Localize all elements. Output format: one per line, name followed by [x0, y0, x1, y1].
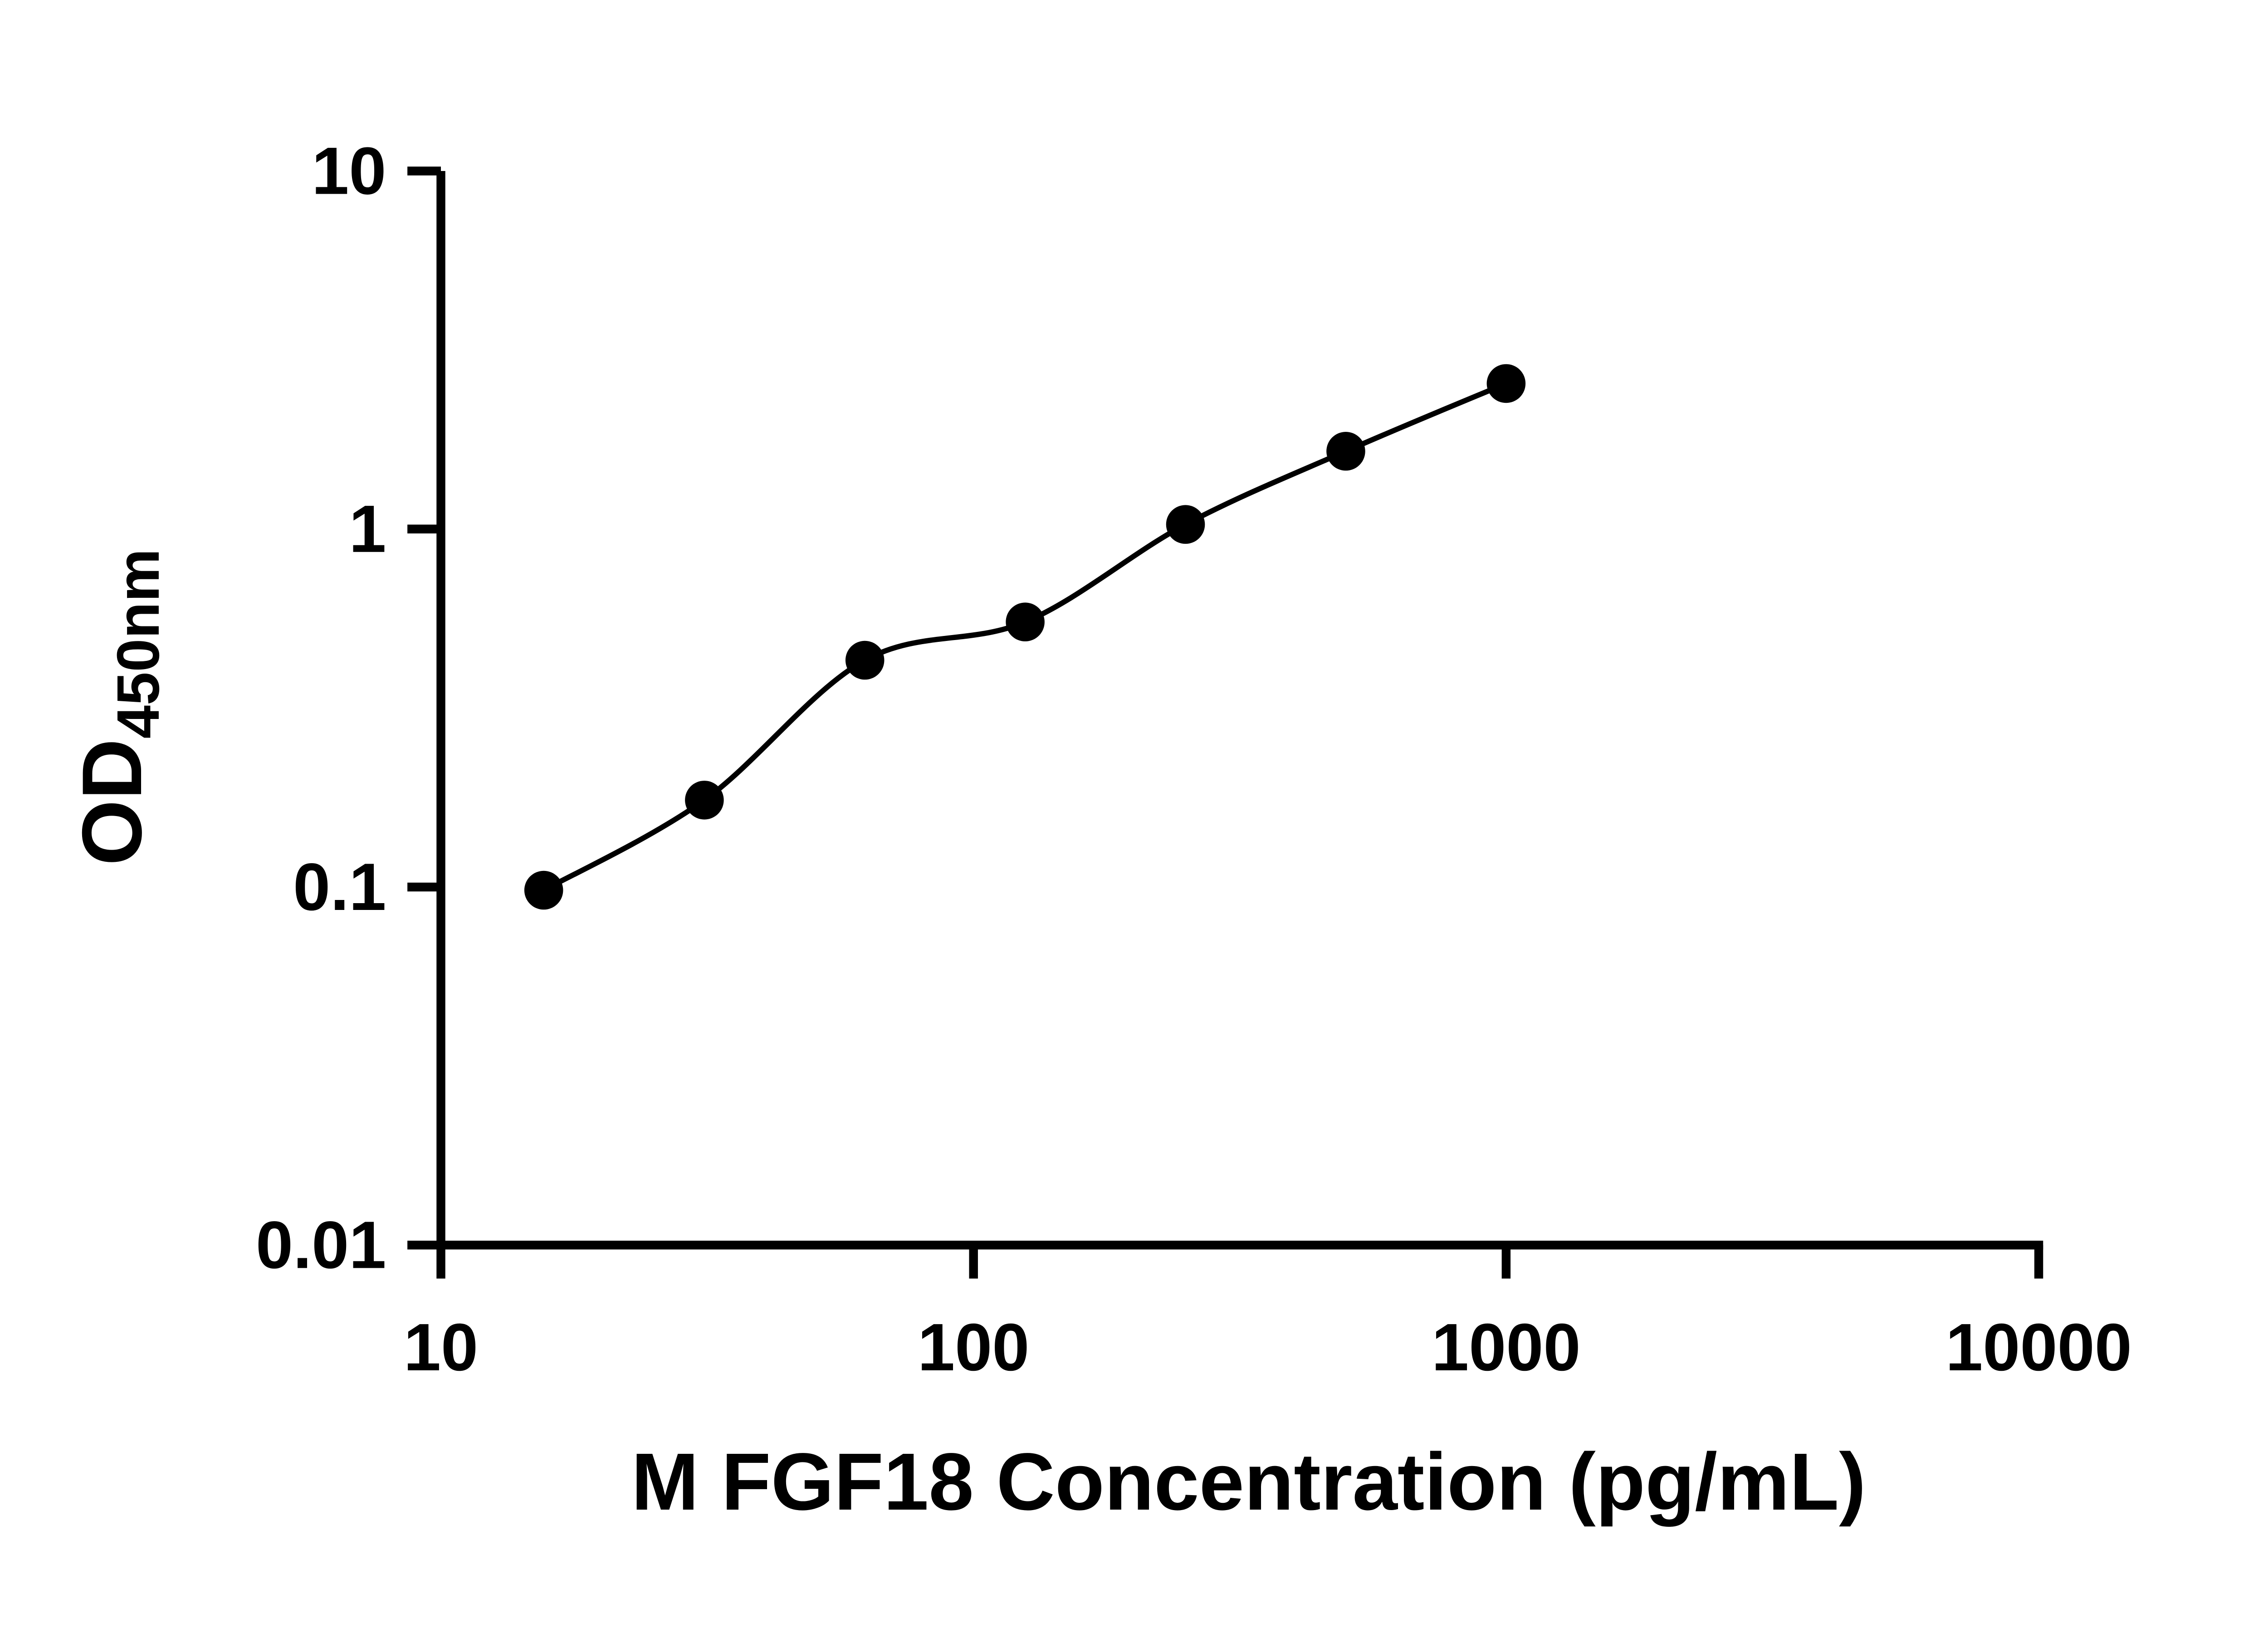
y-axis-title-main: OD — [64, 738, 159, 865]
data-point-marker — [685, 781, 724, 820]
x-tick-label: 1000 — [1432, 1310, 1581, 1385]
y-tick-label: 1 — [349, 492, 386, 567]
data-point-marker — [1326, 432, 1365, 471]
data-point-marker — [524, 870, 563, 910]
plot-series — [524, 364, 1526, 910]
x-tick-label: 100 — [918, 1310, 1029, 1385]
data-point-marker — [1166, 505, 1205, 544]
y-axis-title-sub: 450nm — [105, 549, 172, 739]
x-tick-label: 10 — [404, 1310, 478, 1385]
y-axis-title: OD450nm — [64, 549, 172, 866]
x-axis-title: M FGF18 Concentration (pg/mL) — [631, 1436, 1866, 1527]
x-tick-label: 10000 — [1945, 1310, 2132, 1385]
data-point-marker — [1006, 602, 1045, 641]
axes: 10 100 1000 10000 0.01 0.1 1 10 — [256, 134, 2132, 1385]
y-tick-label: 0.01 — [256, 1208, 386, 1282]
data-point-marker — [1486, 364, 1526, 403]
data-point-marker — [845, 640, 885, 680]
y-tick-label: 10 — [312, 134, 386, 209]
y-tick-label: 0.1 — [293, 850, 386, 924]
